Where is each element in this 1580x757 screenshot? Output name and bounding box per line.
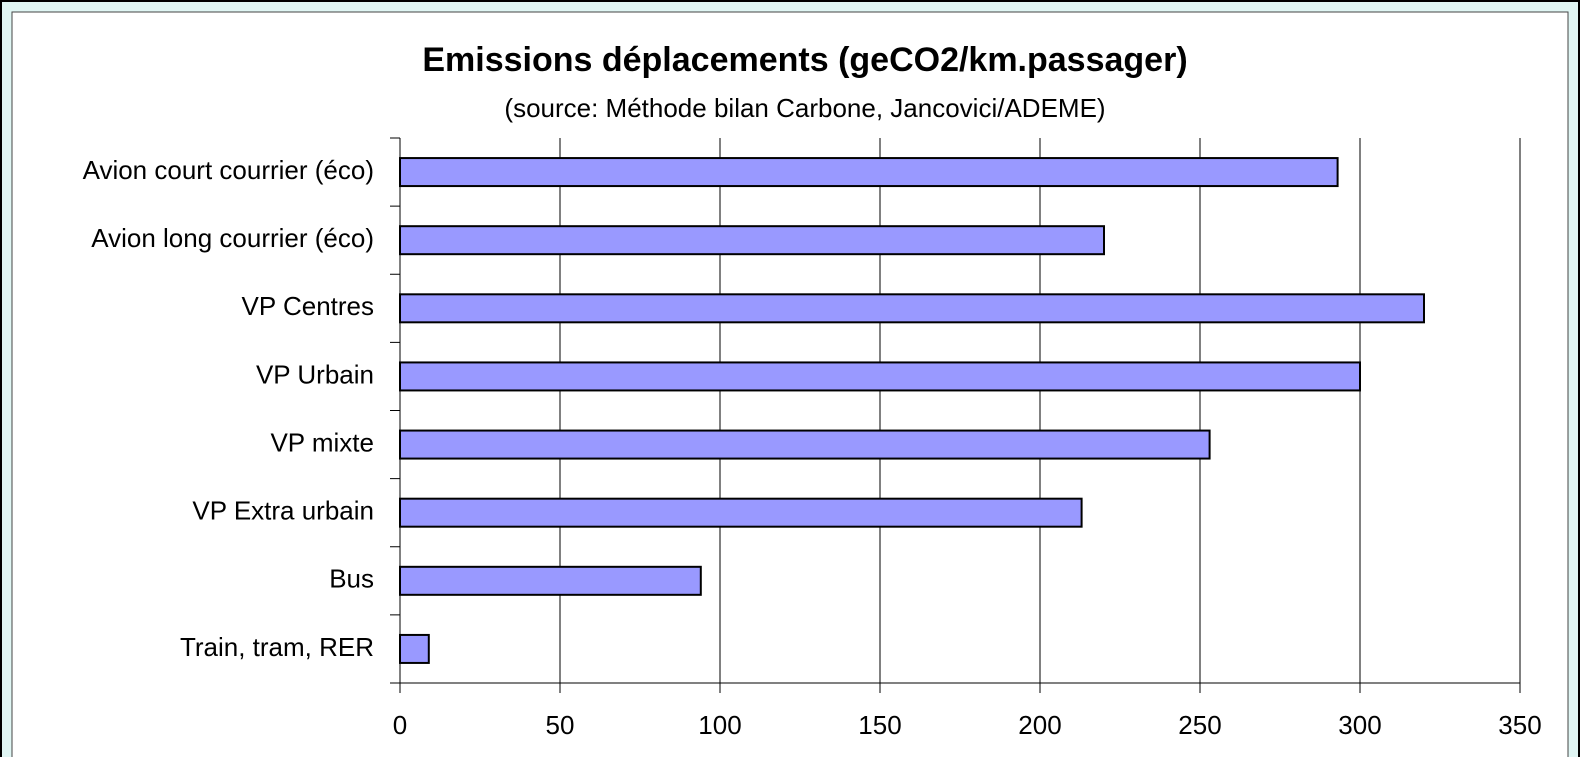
x-tick-label: 200 — [1018, 710, 1061, 740]
chart-title: Emissions déplacements (geCO2/km.passage… — [422, 41, 1187, 79]
y-tick-label: VP Centres — [242, 291, 374, 321]
bar — [399, 565, 702, 596]
bar — [399, 361, 1361, 392]
y-tick-label: Train, tram, RER — [180, 632, 374, 662]
x-tick-label: 150 — [858, 710, 901, 740]
y-tick-label: Avion court courrier (éco) — [83, 155, 374, 185]
y-tick-label: VP mixte — [270, 427, 374, 457]
chart-subtitle: (source: Méthode bilan Carbone, Jancovic… — [504, 93, 1105, 123]
bar — [399, 293, 1425, 324]
bar — [399, 633, 430, 664]
bar — [399, 157, 1339, 188]
y-tick-label: Bus — [329, 564, 374, 594]
x-tick-label: 350 — [1498, 710, 1541, 740]
y-tick-label: Avion long courrier (éco) — [91, 223, 374, 253]
x-tick-label: 0 — [393, 710, 407, 740]
x-tick-label: 100 — [698, 710, 741, 740]
y-tick-label: VP Extra urbain — [192, 496, 374, 526]
x-tick-label: 50 — [546, 710, 575, 740]
bar — [399, 497, 1083, 528]
x-tick-label: 300 — [1338, 710, 1381, 740]
x-tick-label: 250 — [1178, 710, 1221, 740]
bar — [399, 429, 1211, 460]
bar — [399, 225, 1105, 256]
y-tick-label: VP Urbain — [256, 359, 374, 389]
